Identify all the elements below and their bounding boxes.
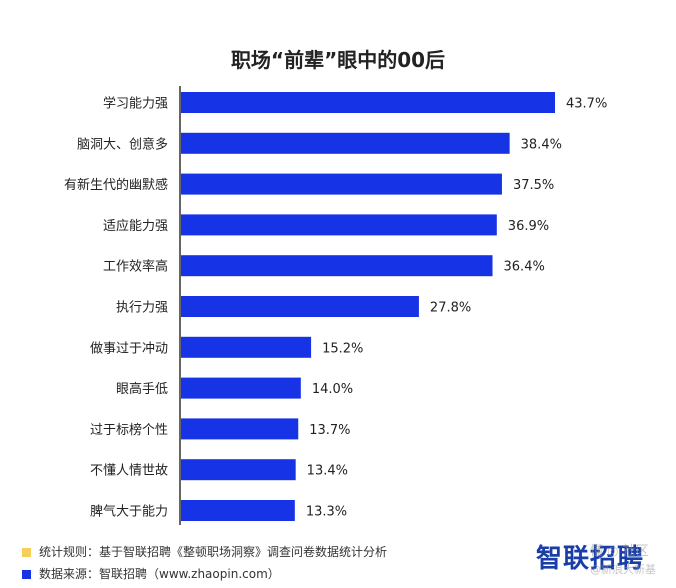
bar-chart: 学习能力强 43.7% 脑洞大、创意多 38.4% 有新生代的幽默感 37.5% 适应能力强… [64,86,607,525]
category-label: 学习能力强 [103,96,168,112]
value-label: 38.4% [521,137,562,152]
bar [181,336,312,358]
note-swatch-yellow [22,548,31,557]
bar [181,132,510,154]
value-label: 14.0% [312,382,353,397]
value-label: 13.7% [309,423,350,438]
category-label: 眼高手低 [116,381,168,397]
value-label: 27.8% [430,301,471,316]
value-label: 36.4% [504,260,545,275]
note-swatch-blue [22,570,31,579]
value-label: 13.3% [306,505,347,520]
category-label: 执行力强 [116,301,168,316]
category-label: 脑洞大、创意多 [77,136,168,152]
value-label: 15.2% [322,341,363,356]
value-label: 37.5% [513,178,554,193]
bar [181,296,419,317]
bar [181,92,555,113]
bar [181,500,295,521]
bar [181,418,299,440]
bar [181,377,301,399]
chart-title: 职场“前辈”眼中的00后 [230,48,446,72]
watermark-text: @新浪大新基 [590,563,656,576]
category-label: 过于标榜个性 [90,422,168,438]
category-label: 有新生代的幽默感 [64,177,168,193]
bar [181,173,502,195]
note-statistics-rule: 统计规则：基于智联招聘《整顿职场洞察》调查问卷数据统计分析 [22,543,387,560]
value-label: 36.9% [508,219,549,234]
bar [181,459,296,481]
note-text: 统计规则：基于智联招聘《整顿职场洞察》调查问卷数据统计分析 [39,545,388,559]
note-text: 数据来源：智联招聘（www.zhaopin.com） [39,567,280,581]
category-label: 工作效率高 [103,259,168,275]
category-label: 脾气大于能力 [90,504,168,520]
zhaopin-logo: 智联招聘 [536,544,645,574]
bar [181,214,497,236]
category-label: 适应能力强 [103,218,168,234]
category-label: 做事过于冲动 [90,341,168,356]
value-label: 13.4% [307,464,348,479]
note-data-source: 数据来源：智联招聘（www.zhaopin.com） [22,565,280,582]
bar [181,255,493,277]
category-label: 不懂人情世故 [90,464,168,479]
value-label: 43.7% [566,97,607,112]
watermark-text: 懂 ◎ 社区 [590,544,649,559]
